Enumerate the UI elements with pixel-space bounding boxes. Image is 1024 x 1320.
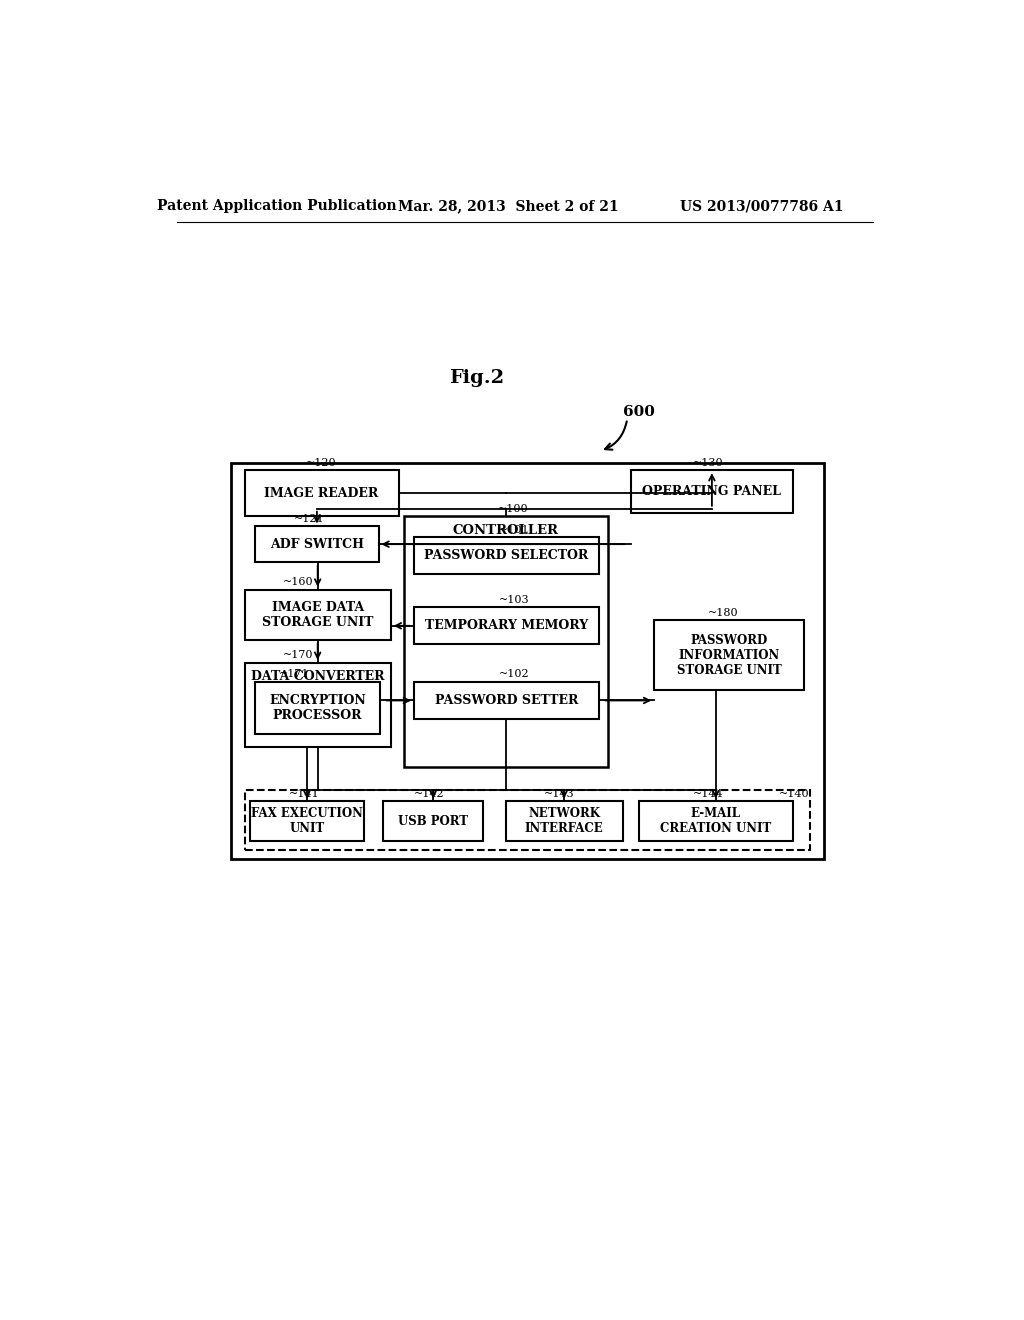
Bar xyxy=(414,682,599,719)
Bar xyxy=(383,801,483,841)
Bar xyxy=(245,470,398,516)
Text: Patent Application Publication: Patent Application Publication xyxy=(157,199,396,213)
Text: 600: 600 xyxy=(624,405,655,420)
Bar xyxy=(245,590,391,640)
Text: PASSWORD
INFORMATION
STORAGE UNIT: PASSWORD INFORMATION STORAGE UNIT xyxy=(677,634,781,677)
Bar xyxy=(230,462,823,859)
Bar xyxy=(414,607,599,644)
Text: FAX EXECUTION
UNIT: FAX EXECUTION UNIT xyxy=(251,808,362,836)
Text: ~102: ~102 xyxy=(499,669,529,680)
Bar xyxy=(639,801,793,841)
Text: ~144: ~144 xyxy=(692,788,723,799)
Text: US 2013/0077786 A1: US 2013/0077786 A1 xyxy=(680,199,844,213)
Text: ~171: ~171 xyxy=(279,669,309,680)
Text: PASSWORD SETTER: PASSWORD SETTER xyxy=(434,694,578,708)
Text: ~170: ~170 xyxy=(283,649,313,660)
Text: ~143: ~143 xyxy=(544,788,574,799)
Bar xyxy=(654,620,804,689)
Text: CONTROLLER: CONTROLLER xyxy=(453,524,559,537)
Text: IMAGE DATA
STORAGE UNIT: IMAGE DATA STORAGE UNIT xyxy=(262,601,374,628)
Text: ~142: ~142 xyxy=(414,788,444,799)
Bar xyxy=(255,527,379,562)
Text: ~130: ~130 xyxy=(692,458,723,467)
Text: E-MAIL
CREATION UNIT: E-MAIL CREATION UNIT xyxy=(660,808,771,836)
Text: ~120: ~120 xyxy=(306,458,337,467)
Text: ~100: ~100 xyxy=(499,504,528,513)
Bar xyxy=(403,516,608,767)
Bar xyxy=(414,537,599,574)
Text: Mar. 28, 2013  Sheet 2 of 21: Mar. 28, 2013 Sheet 2 of 21 xyxy=(397,199,618,213)
Text: ~121: ~121 xyxy=(294,513,325,524)
Text: ~140: ~140 xyxy=(779,788,810,799)
Text: DATA CONVERTER: DATA CONVERTER xyxy=(251,671,384,684)
Text: USB PORT: USB PORT xyxy=(398,814,468,828)
Text: ~160: ~160 xyxy=(283,577,313,587)
Bar xyxy=(255,682,380,734)
Bar xyxy=(245,663,391,747)
Text: Fig.2: Fig.2 xyxy=(450,368,505,387)
Text: ~101: ~101 xyxy=(499,524,529,535)
Text: ADF SWITCH: ADF SWITCH xyxy=(270,537,364,550)
Text: TEMPORARY MEMORY: TEMPORARY MEMORY xyxy=(425,619,588,632)
Text: NETWORK
INTERFACE: NETWORK INTERFACE xyxy=(524,808,603,836)
Text: ~103: ~103 xyxy=(499,594,529,605)
Bar xyxy=(631,470,793,512)
Text: PASSWORD SELECTOR: PASSWORD SELECTOR xyxy=(424,549,589,562)
Text: IMAGE READER: IMAGE READER xyxy=(264,487,379,500)
Text: ~180: ~180 xyxy=(708,607,738,618)
Bar xyxy=(250,801,364,841)
Bar xyxy=(506,801,623,841)
Bar xyxy=(245,789,810,850)
Text: ENCRYPTION
PROCESSOR: ENCRYPTION PROCESSOR xyxy=(269,694,366,722)
Text: ~141: ~141 xyxy=(289,788,319,799)
Text: OPERATING PANEL: OPERATING PANEL xyxy=(642,484,781,498)
